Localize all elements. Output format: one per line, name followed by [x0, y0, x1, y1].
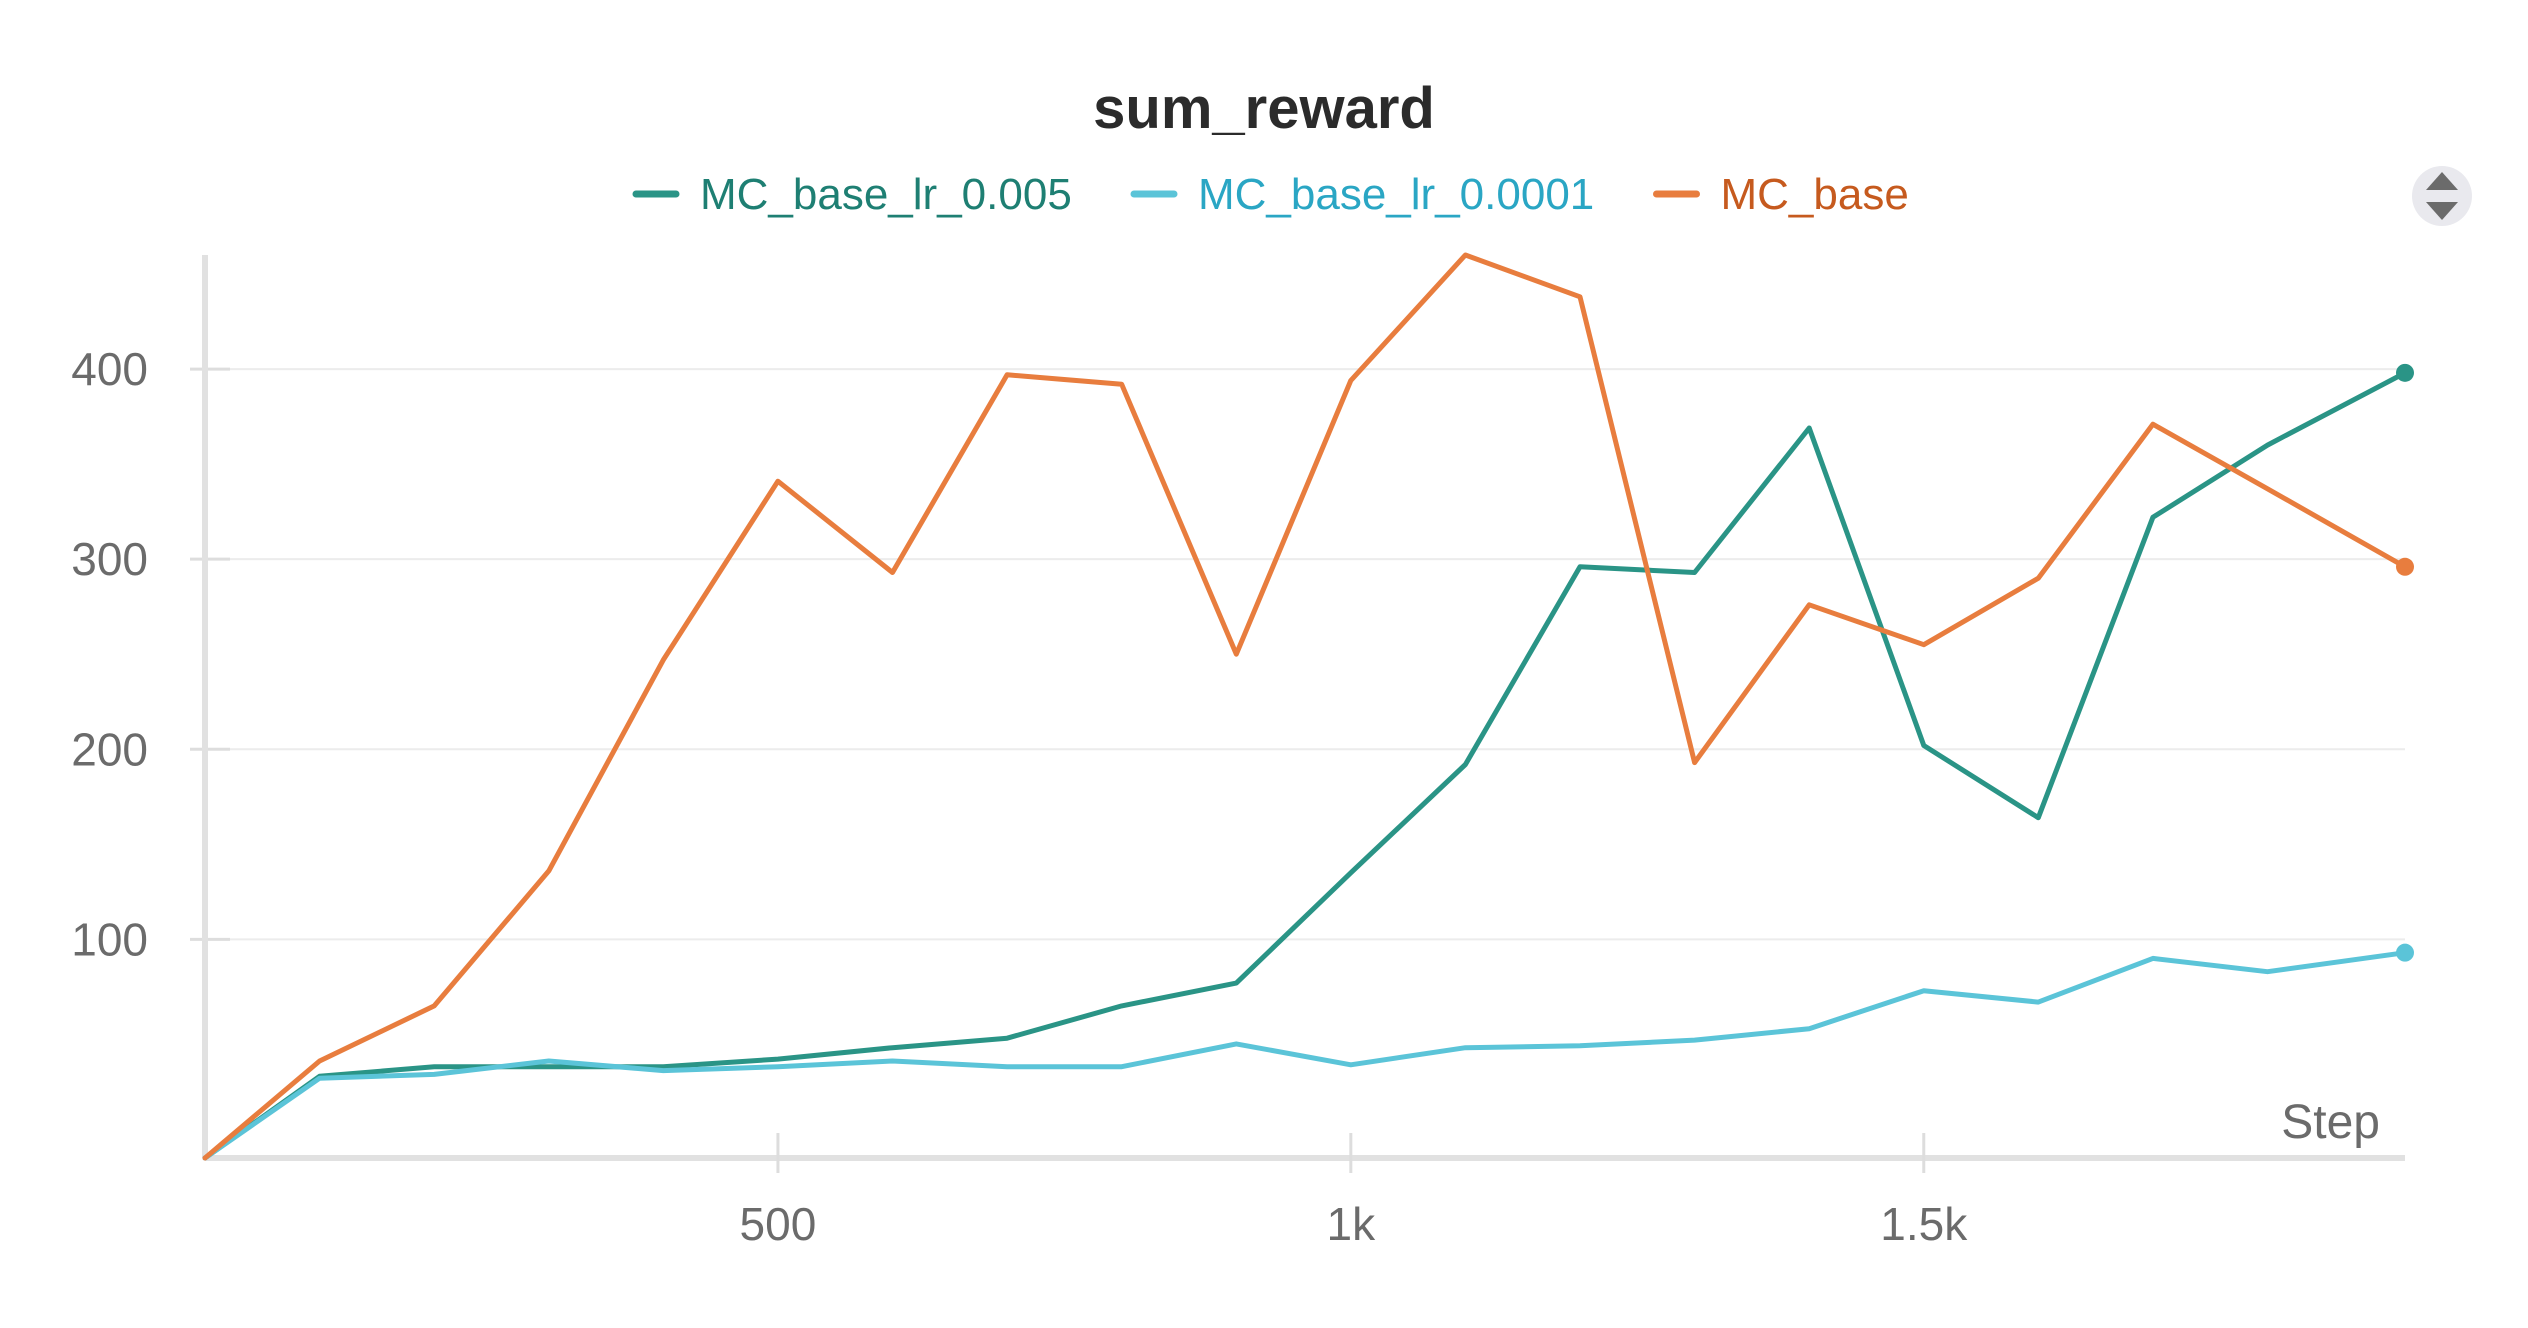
series-line — [202, 252, 2408, 1161]
x-tick-label: 500 — [740, 1198, 817, 1250]
series-end-point — [2396, 363, 2414, 382]
legend-label: MC_base_lr_0.005 — [700, 170, 1072, 219]
legend: MC_base_lr_0.005 MC_base_lr_0.0001 MC_base — [632, 170, 1909, 219]
grid-lines — [205, 368, 2405, 941]
legend-item[interactable]: MC_base_lr_0.005 — [632, 170, 1072, 219]
x-tick-label: 1.5k — [1880, 1198, 1968, 1250]
x-axis-title: Step — [2281, 1096, 2380, 1149]
y-tick-label: 300 — [71, 533, 148, 585]
y-tick-label: 100 — [71, 913, 148, 965]
legend-item[interactable]: MC_base_lr_0.0001 — [1130, 170, 1594, 219]
y-tick-label: 400 — [71, 343, 148, 395]
series-end-point — [2396, 943, 2414, 962]
series-line — [202, 370, 2408, 1161]
legend-item[interactable]: MC_base — [1653, 170, 1909, 219]
reorder-arrows-icon[interactable] — [2412, 166, 2472, 226]
series-line — [202, 950, 2408, 1161]
y-tick-label: 200 — [71, 723, 148, 775]
legend-label: MC_base_lr_0.0001 — [1198, 170, 1594, 219]
axes: 100 200 300 400 500 1k 1.5k — [71, 255, 2405, 1250]
series-layer — [202, 252, 2414, 1161]
series-end-point — [2396, 557, 2414, 576]
x-tick-label: 1k — [1327, 1198, 1377, 1250]
legend-label: MC_base — [1721, 170, 1909, 219]
chart-title: sum_reward — [1093, 76, 1435, 141]
